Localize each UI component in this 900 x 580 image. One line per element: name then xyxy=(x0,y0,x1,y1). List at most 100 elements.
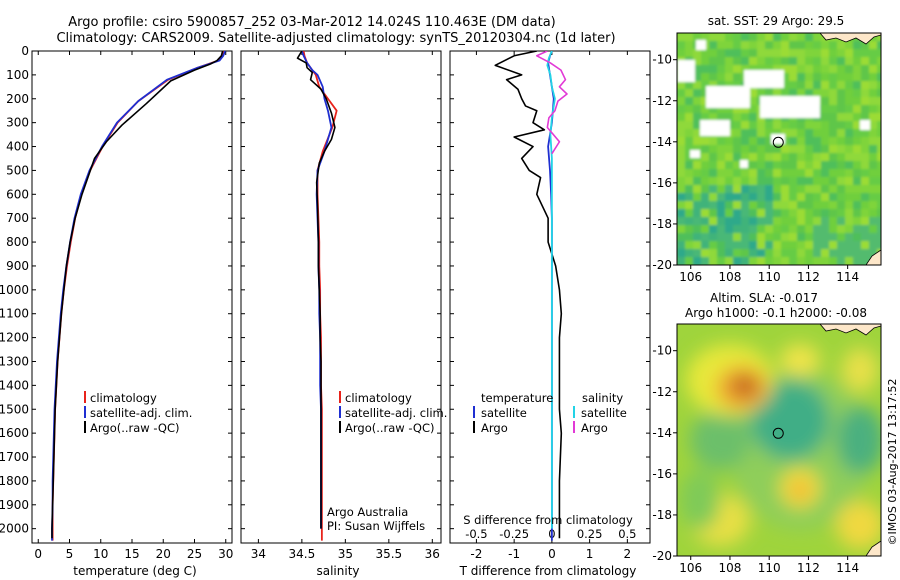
x-tick-label: 20 xyxy=(156,547,171,561)
legend-label-temp-argo: Argo xyxy=(481,421,508,435)
series-argo-raw-qc xyxy=(51,51,224,539)
series-satellite-adj-clim xyxy=(51,51,226,541)
difference-axes-frame xyxy=(449,50,651,544)
depth-tick-label: 400 xyxy=(6,140,29,154)
lat-tick-label: -14 xyxy=(652,426,672,440)
depth-tick-label: 2000 xyxy=(0,522,29,536)
x-tick-label: 0 xyxy=(548,547,556,561)
legend-label-climatology: climatology xyxy=(345,391,412,405)
depth-tick-label: 1600 xyxy=(0,426,29,440)
sla-map-frame xyxy=(676,323,882,557)
depth-tick-label: 500 xyxy=(6,163,29,177)
sst-map-field xyxy=(677,33,881,265)
coastline-south xyxy=(865,249,881,265)
sst-map-title: sat. SST: 29 Argo: 29.5 xyxy=(708,14,845,28)
coastline xyxy=(819,33,881,45)
legend-label-temp-satellite: satellite xyxy=(481,406,527,420)
legend-swatch-argo xyxy=(84,421,86,433)
depth-tick-label: 1000 xyxy=(0,283,29,297)
legend-group-salinity: salinity xyxy=(582,391,623,405)
salinity-x-axis-label: salinity xyxy=(316,564,359,578)
lat-tick-label: -20 xyxy=(652,258,672,272)
x-tick-label: 34.5 xyxy=(289,547,316,561)
depth-tick-label: 1400 xyxy=(0,378,29,392)
sst-map-panel: sat. SST: 29 Argo: 29.5 106 108 110 112 114 -… xyxy=(652,14,882,284)
salinity-profile-lines xyxy=(296,51,338,541)
legend-swatch-argo xyxy=(339,421,341,433)
depth-tick-label: 600 xyxy=(6,187,29,201)
temperature-x-axis: 0 5 10 15 20 25 30 xyxy=(34,51,233,561)
x-tick-label: 25 xyxy=(187,547,202,561)
s-difference-tick-label: 0.5 xyxy=(618,527,636,541)
series-argo-raw-qc xyxy=(296,51,336,529)
x-tick-label: 35.5 xyxy=(375,547,402,561)
lat-tick-label: -12 xyxy=(652,385,672,399)
coastline-south xyxy=(865,540,881,556)
s-difference-tick-label: 0.25 xyxy=(577,527,603,541)
lon-tick-label: 106 xyxy=(679,270,702,284)
sla-map-title-line-2: Argo h1000: -0.1 h2000: -0.08 xyxy=(685,306,867,320)
salinity-panel: 34 34.5 35 35.5 36 salinity climatology sate… xyxy=(240,50,447,578)
x-tick-label: 36 xyxy=(425,547,440,561)
x-tick-label: 2 xyxy=(624,547,632,561)
depth-tick-label: 900 xyxy=(6,259,29,273)
lon-tick-label: 106 xyxy=(679,561,702,575)
temperature-profile-lines xyxy=(51,51,226,541)
legend-swatch-temp-argo xyxy=(473,421,475,433)
x-tick-label: 15 xyxy=(124,547,139,561)
series-temperature-argo xyxy=(494,51,563,539)
depth-tick-label: 1200 xyxy=(0,331,29,345)
temperature-x-axis-label: temperature (deg C) xyxy=(73,564,196,578)
depth-tick-label: 1800 xyxy=(0,474,29,488)
legend-label-climatology: climatology xyxy=(90,391,157,405)
lat-tick-label: -12 xyxy=(652,94,672,108)
salinity-legend: climatology satellite-adj. clim. Argo(..… xyxy=(339,391,447,435)
s-difference-tick-label: -0.25 xyxy=(499,527,529,541)
argo-location-marker xyxy=(772,427,784,439)
lon-tick-label: 112 xyxy=(797,270,820,284)
lon-tick-label: 112 xyxy=(797,561,820,575)
t-difference-x-axis: -2 -1 0 1 2 xyxy=(470,51,631,561)
difference-legend: temperature salinity satellite Argo sate… xyxy=(473,391,627,435)
lat-tick-label: -16 xyxy=(652,176,672,190)
lat-tick-label: -20 xyxy=(652,549,672,563)
lat-tick-label: -18 xyxy=(652,508,672,522)
x-tick-label: 30 xyxy=(218,547,233,561)
legend-label-satellite: satellite-adj. clim. xyxy=(90,406,192,420)
s-difference-axis-label: S difference from climatology xyxy=(463,513,633,527)
temperature-legend: climatology satellite-adj. clim. Argo(..… xyxy=(84,391,192,435)
depth-tick-label: 1300 xyxy=(0,354,29,368)
lon-tick-label: 114 xyxy=(836,270,859,284)
salinity-axes-frame xyxy=(240,50,442,544)
temperature-panel: 0100200300400500600700800900100011001200… xyxy=(0,44,233,578)
lat-tick-label: -10 xyxy=(652,344,672,358)
s-difference-axis: -0.5 -0.25 0 0.25 0.5 xyxy=(465,527,636,541)
depth-tick-label: 800 xyxy=(6,235,29,249)
sla-map-panel: Altim. SLA: -0.017 Argo h1000: -0.1 h200… xyxy=(652,291,882,575)
series-salinity-satellite xyxy=(546,51,556,529)
s-difference-tick-label: -0.5 xyxy=(465,527,487,541)
x-tick-label: 5 xyxy=(66,547,74,561)
lon-tick-label: 110 xyxy=(758,270,781,284)
depth-tick-label: 100 xyxy=(6,68,29,82)
legend-label-argo: Argo(..raw -QC) xyxy=(345,421,435,435)
lon-tick-label: 114 xyxy=(836,561,859,575)
legend-label-sal-argo: Argo xyxy=(581,421,608,435)
argo-location-marker xyxy=(772,136,784,148)
x-tick-label: -2 xyxy=(470,547,482,561)
x-tick-label: 34 xyxy=(251,547,266,561)
series-satellite-adj-clim xyxy=(301,51,333,529)
x-tick-label: -1 xyxy=(508,547,520,561)
legend-swatch-satellite xyxy=(339,406,341,418)
lon-tick-label: 108 xyxy=(719,561,742,575)
legend-swatch-temp-satellite xyxy=(473,406,475,418)
legend-label-satellite: satellite-adj. clim. xyxy=(345,406,447,420)
legend-swatch-sal-satellite xyxy=(573,406,575,418)
legend-swatch-climatology xyxy=(339,391,341,403)
salinity-depth-ticks xyxy=(241,50,441,530)
lon-tick-label: 108 xyxy=(719,270,742,284)
imos-timestamp: ©IMOS 03-Aug-2017 13:17:52 xyxy=(886,379,899,546)
sla-map-field xyxy=(677,324,881,556)
coastline xyxy=(819,324,881,336)
depth-tick-label: 1100 xyxy=(0,307,29,321)
